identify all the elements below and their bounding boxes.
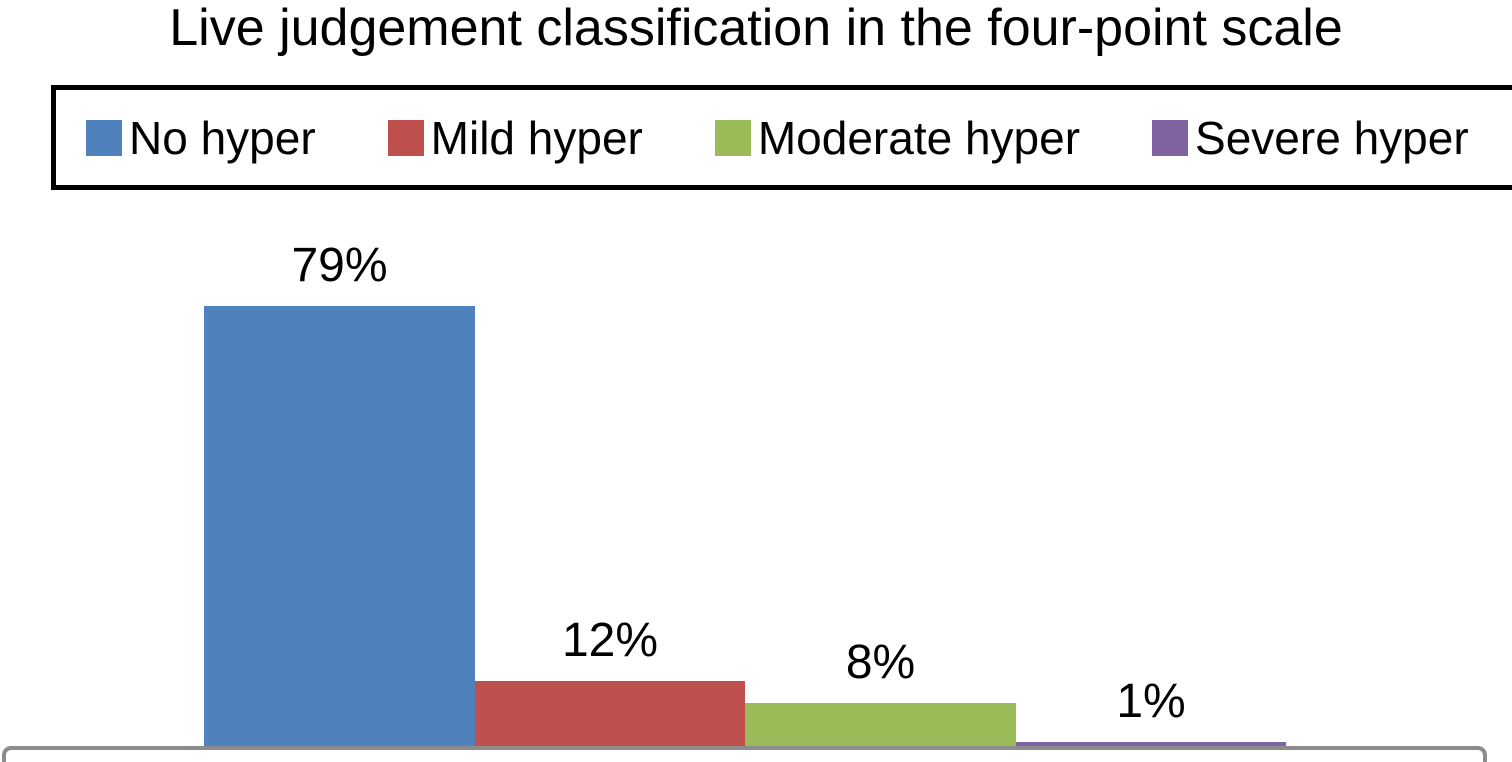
- legend-swatch-no-hyper: [86, 119, 122, 156]
- legend-swatch-moderate-hyper: [714, 119, 751, 156]
- chart-legend: No hyper Mild hyper Moderate hyper Severe h…: [51, 85, 1512, 190]
- bar-severe-hyper: [1016, 742, 1286, 748]
- bar-no-hyper: [204, 306, 475, 748]
- legend-swatch-mild-hyper: [387, 119, 424, 156]
- legend-item-mild-hyper: Mild hyper: [387, 111, 643, 164]
- bar-value-label-severe-hyper: 1%: [1116, 675, 1186, 728]
- bar-value-label-moderate-hyper: 8%: [845, 636, 916, 689]
- bar-value-label-mild-hyper: 12%: [561, 614, 659, 667]
- bar-mild-hyper: [475, 681, 745, 748]
- legend-item-no-hyper: No hyper: [86, 115, 316, 161]
- legend-swatch-severe-hyper: [1152, 119, 1189, 156]
- bottom-rounded-border-box: [2, 746, 1487, 762]
- legend-label-no-hyper: No hyper: [129, 111, 316, 164]
- bar-moderate-hyper: [745, 703, 1016, 748]
- legend-label-mild-hyper: Mild hyper: [430, 111, 643, 164]
- legend-label-moderate-hyper: Moderate hyper: [757, 111, 1081, 164]
- legend-item-severe-hyper: Severe hyper: [1152, 115, 1469, 161]
- legend-item-moderate-hyper: Moderate hyper: [714, 111, 1081, 164]
- chart-title: Live judgement classification in the fou…: [169, 0, 1343, 57]
- bar-value-label-no-hyper: 79%: [291, 239, 388, 292]
- legend-label-severe-hyper: Severe hyper: [1195, 111, 1469, 164]
